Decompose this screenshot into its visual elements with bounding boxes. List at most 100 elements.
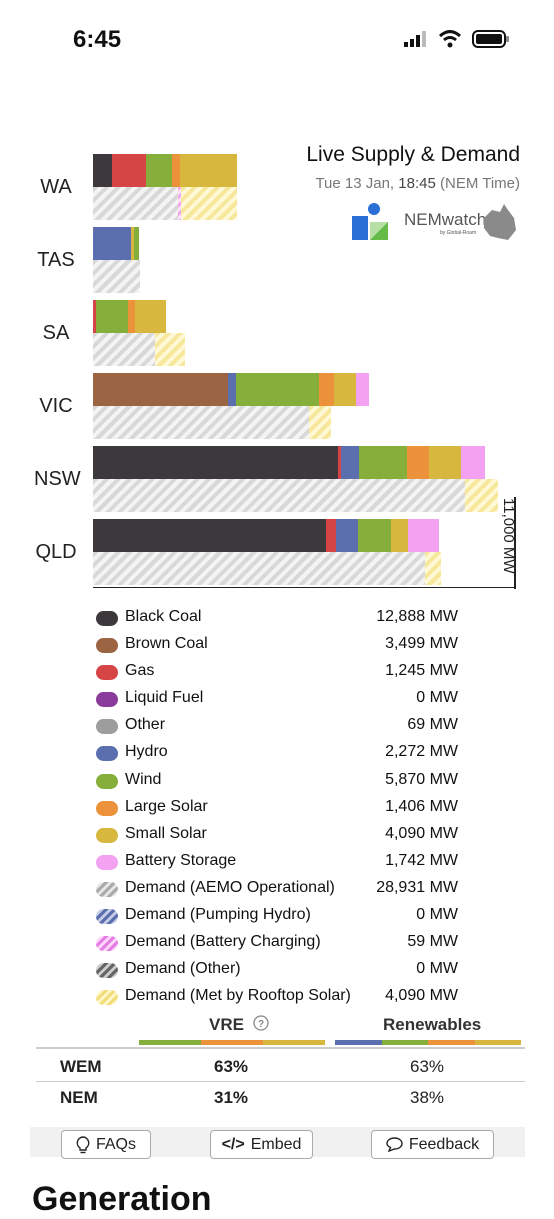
legend-value: 1,742 MW [385,851,458,869]
region-label-qld: QLD [35,541,77,563]
supply-bar-wa [93,154,237,187]
scale-label: 11,000 MW [500,498,517,574]
legend-label: Demand (AEMO Operational) [125,878,335,896]
legend-label: Demand (Met by Rooftop Solar) [125,987,351,1005]
segment-demand-operational [93,187,178,220]
status-icons [404,30,510,48]
legend-swatch [96,746,118,762]
legend-label: Other [125,716,166,734]
legend-value: 5,870 MW [385,770,458,788]
legend-value: 3,499 MW [385,635,458,653]
australia-map-icon [484,204,516,240]
legend-label: Battery Storage [125,851,237,869]
legend-item: Demand (Other) 0 MW [96,959,496,986]
legend-item: Gas 1,245 MW [96,661,496,688]
legend-value: 69 MW [407,716,458,734]
segment-demand-rooftop [155,333,185,366]
supply-bar-qld [93,519,439,552]
region-label-nsw: NSW [34,468,81,490]
segment-battery [461,446,485,479]
segment-demand-operational [93,260,140,293]
segment-wind [236,373,319,406]
segment-battery [356,373,369,406]
code-icon: </> [221,1135,245,1153]
faqs-button[interactable]: FAQs [61,1130,151,1159]
segment-demand-rooftop [425,552,441,585]
legend-swatch [96,719,118,735]
segment-large-solar [407,446,429,479]
legend-label: Gas [125,662,155,680]
segment-wind [146,154,172,187]
legend-value: 59 MW [407,933,458,951]
legend-label: Small Solar [125,824,207,842]
signal-icon [404,31,426,47]
segment-demand-operational [93,479,465,512]
segment-small-solar [135,300,166,333]
segment-black-coal [93,519,326,552]
segment-hydro [341,446,359,479]
renewables-colorbar [335,1040,521,1045]
legend-value: 4,090 MW [385,824,458,842]
help-icon[interactable]: ? [253,1015,269,1031]
segment-gas [338,446,341,479]
legend-label: Demand (Other) [125,960,241,978]
wifi-icon [438,30,462,48]
legend-item: Liquid Fuel 0 MW [96,688,496,715]
embed-button[interactable]: </> Embed [210,1130,313,1159]
legend-swatch [96,963,118,979]
segment-large-solar [128,300,135,333]
region-label-tas: TAS [37,249,75,271]
legend-value: 12,888 MW [376,608,458,625]
legend-value: 0 MW [416,906,458,924]
supply-bar-nsw [93,446,485,479]
segment-gas [326,519,336,552]
nem-renewables: 38% [409,1088,445,1107]
segment-demand-rooftop [309,406,331,439]
demand-bar-qld [93,552,441,585]
legend-label: Demand (Pumping Hydro) [125,906,311,924]
legend-item: Small Solar 4,090 MW [96,824,496,851]
table-divider [36,1047,525,1049]
demand-bar-vic [93,406,331,439]
segment-demand-operational [93,552,425,585]
chart-baseline [93,587,516,588]
wem-vre: 63% [213,1057,249,1076]
scale-axis [514,497,516,589]
legend-label: Brown Coal [125,635,208,653]
region-label-vic: VIC [39,395,73,417]
feedback-button[interactable]: Feedback [371,1130,494,1159]
status-bar: 6:45 [0,0,554,80]
legend-swatch [96,881,118,897]
region-label-wa: WA [40,176,72,198]
segment-small-solar [180,154,237,187]
segment-black-coal [93,446,338,479]
lightbulb-icon [76,1135,90,1153]
legend-swatch [96,773,118,789]
legend-value: 4,090 MW [385,987,458,1005]
legend-label: Large Solar [125,797,208,815]
segment-large-solar [172,154,180,187]
segment-demand-rooftop [465,479,498,512]
legend-label: Wind [125,770,162,788]
legend-label: Demand (Battery Charging) [125,933,321,951]
legend-item: Brown Coal 3,499 MW [96,634,496,661]
segment-black-coal [93,154,112,187]
nemwatch-logo: NEMwatch by Global-Roam [350,200,520,248]
legend-label: Hydro [125,743,168,761]
segment-demand-battery-charging [178,187,181,220]
legend-swatch [96,909,118,925]
row-label-wem: WEM [60,1057,102,1076]
legend-swatch [96,990,118,1006]
legend-item: Other 69 MW [96,715,496,742]
segment-hydro [228,373,236,406]
legend-label: Liquid Fuel [125,689,204,707]
demand-bar-wa [93,187,237,220]
speech-bubble-icon [386,1137,403,1152]
segment-battery [408,519,439,552]
legend-value: 28,931 MW [376,878,458,896]
segment-hydro [93,227,131,260]
svg-text:?: ? [258,1019,264,1030]
segment-brown-coal [93,373,228,406]
nem-vre: 31% [213,1088,249,1107]
legend-value: 1,406 MW [385,797,458,815]
